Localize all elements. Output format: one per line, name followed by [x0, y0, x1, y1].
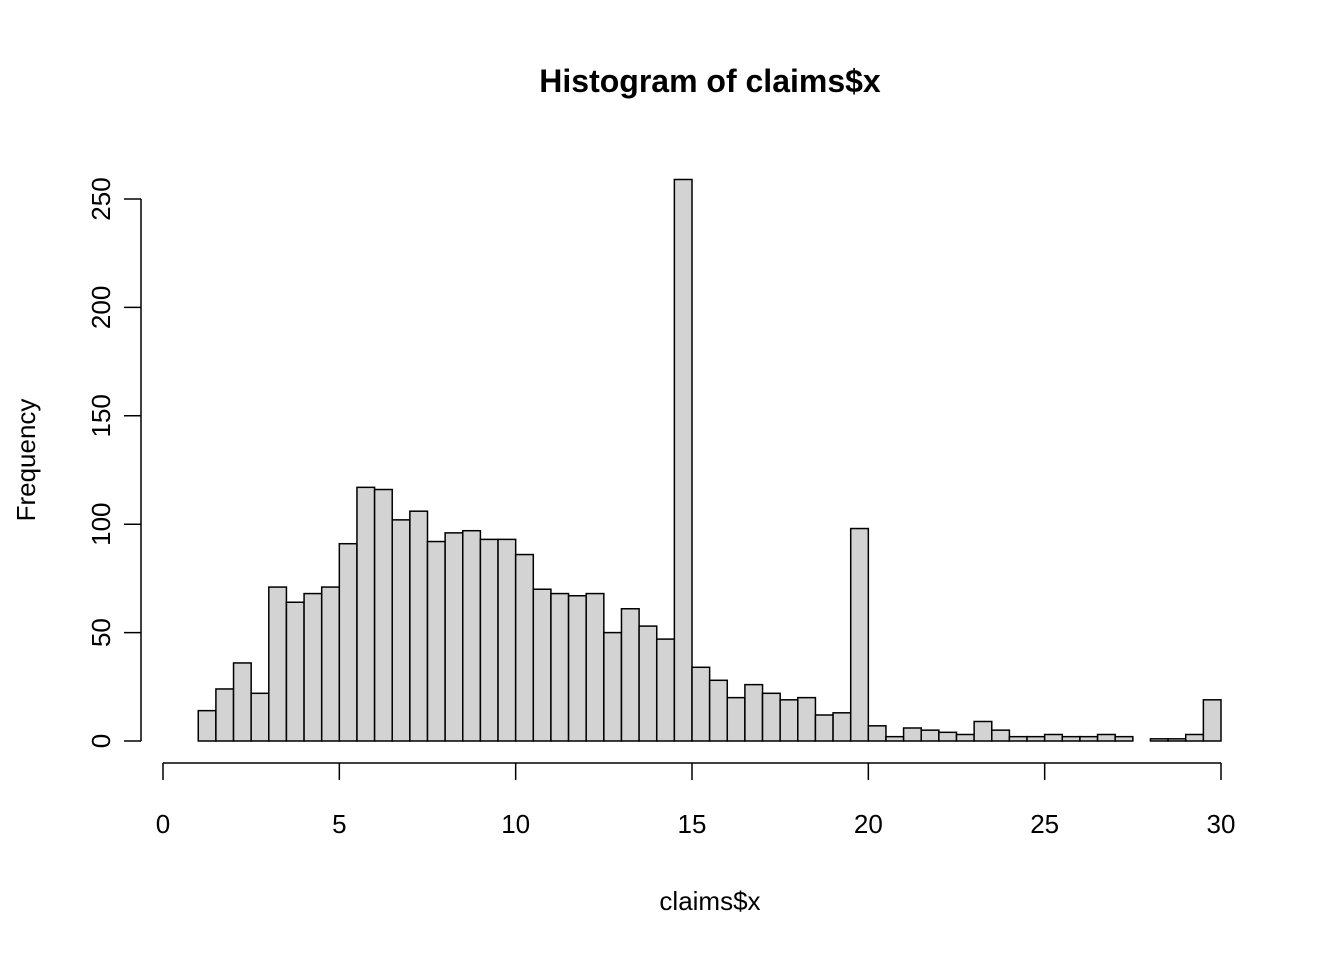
bar [638, 625, 658, 742]
bar [920, 729, 940, 742]
bar [215, 688, 235, 742]
y-tick-label: 150 [86, 394, 116, 437]
bar [409, 510, 429, 742]
bar [603, 631, 623, 742]
bar [797, 696, 817, 742]
bar [1114, 735, 1134, 742]
bar [373, 488, 393, 742]
bar [955, 733, 975, 742]
x-tick-label: 5 [332, 809, 346, 839]
x-tick-label: 0 [156, 809, 170, 839]
bar [761, 692, 781, 742]
bar [1149, 738, 1169, 742]
bar [303, 592, 323, 742]
bar [320, 586, 341, 742]
bar [514, 553, 535, 742]
bar [1043, 733, 1064, 742]
y-axis-label: Frequency [11, 399, 41, 522]
bar [885, 735, 905, 742]
bar [426, 540, 446, 742]
x-axis-label: claims$x [659, 886, 760, 916]
bar [391, 519, 411, 742]
bar [497, 538, 517, 742]
x-tick-label: 25 [1030, 809, 1059, 839]
bar [938, 731, 958, 742]
bar [532, 588, 552, 742]
chart-title: Histogram of claims$x [539, 63, 881, 99]
bar [444, 532, 464, 742]
bar [708, 679, 729, 742]
bar [585, 592, 605, 742]
x-tick-label: 30 [1207, 809, 1236, 839]
bar [197, 709, 217, 742]
bar [250, 692, 270, 742]
y-tick-label: 50 [86, 618, 116, 647]
bar [744, 683, 764, 742]
bar [567, 594, 587, 742]
bar [814, 714, 834, 742]
bar [1167, 738, 1187, 742]
bar [726, 696, 746, 742]
bar [1061, 735, 1081, 742]
bar [1184, 733, 1205, 742]
bar [691, 666, 711, 742]
bar [991, 729, 1011, 742]
x-tick-label: 15 [678, 809, 707, 839]
x-tick-label: 20 [854, 809, 883, 839]
bar [620, 608, 640, 742]
y-tick-label: 0 [86, 734, 116, 748]
y-tick-label: 250 [86, 177, 116, 220]
bar [1026, 735, 1046, 742]
bar [902, 727, 922, 742]
x-tick-label: 10 [501, 809, 530, 839]
bar [479, 538, 499, 742]
bar [232, 662, 252, 742]
bar [832, 712, 852, 742]
bar [973, 720, 993, 742]
bar [1079, 735, 1099, 742]
bar [867, 725, 887, 742]
bar [338, 542, 358, 742]
bar [268, 586, 288, 742]
bar [655, 638, 676, 742]
y-tick-label: 100 [86, 503, 116, 546]
bar [849, 527, 870, 742]
bar [285, 601, 305, 742]
bar [1096, 733, 1116, 742]
bar [779, 699, 799, 742]
bar [1008, 735, 1028, 742]
bar [1202, 699, 1222, 742]
bar [673, 178, 693, 742]
bar [550, 592, 570, 742]
y-tick-label: 200 [86, 286, 116, 329]
bar [462, 529, 482, 742]
bar [356, 486, 376, 742]
